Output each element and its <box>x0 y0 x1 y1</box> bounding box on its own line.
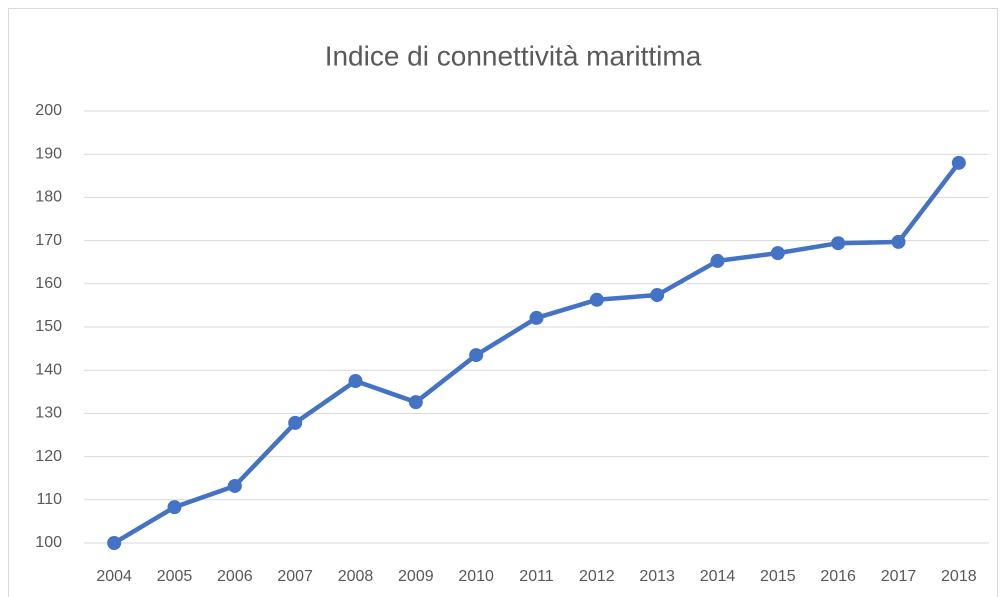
data-point <box>408 395 423 410</box>
x-tick-label: 2016 <box>820 568 856 585</box>
x-tick-label: 2006 <box>217 568 253 585</box>
y-tick-label: 160 <box>35 275 62 292</box>
x-tick-label: 2015 <box>760 568 796 585</box>
data-point <box>227 478 242 493</box>
data-point <box>891 234 906 249</box>
y-tick-label: 100 <box>35 534 62 551</box>
data-point <box>710 253 725 268</box>
x-tick-label: 2010 <box>458 568 494 585</box>
data-point <box>107 536 122 550</box>
x-tick-label: 2014 <box>700 568 736 585</box>
y-tick-label: 130 <box>35 405 62 422</box>
x-tick-label: 2004 <box>96 568 132 585</box>
x-tick-label: 2005 <box>157 568 193 585</box>
x-tick-label: 2017 <box>881 568 917 585</box>
y-tick-label: 140 <box>35 361 62 378</box>
y-tick-label: 150 <box>35 318 62 335</box>
x-tick-label: 2008 <box>338 568 374 585</box>
x-tick-label: 2013 <box>639 568 675 585</box>
x-tick-label: 2018 <box>941 568 977 585</box>
x-tick-label: 2012 <box>579 568 615 585</box>
x-tick-label: 2009 <box>398 568 434 585</box>
data-point <box>529 310 544 325</box>
chart-frame <box>8 8 998 597</box>
y-tick-label: 120 <box>35 448 62 465</box>
data-point <box>589 292 604 307</box>
data-point <box>167 500 182 515</box>
y-tick-label: 180 <box>35 189 62 206</box>
x-tick-label: 2011 <box>519 568 554 585</box>
data-point <box>831 236 846 251</box>
y-tick-label: 110 <box>36 491 62 508</box>
y-tick-label: 200 <box>35 102 62 119</box>
data-point <box>951 155 966 170</box>
chart-title: Indice di connettività marittima <box>325 40 702 71</box>
data-point <box>469 348 484 363</box>
x-tick-label: 2007 <box>277 568 313 585</box>
data-point <box>288 415 303 430</box>
y-tick-label: 190 <box>35 145 62 162</box>
data-point <box>650 288 665 303</box>
data-point <box>770 246 785 261</box>
data-point <box>348 374 363 388</box>
y-tick-label: 170 <box>35 232 62 249</box>
